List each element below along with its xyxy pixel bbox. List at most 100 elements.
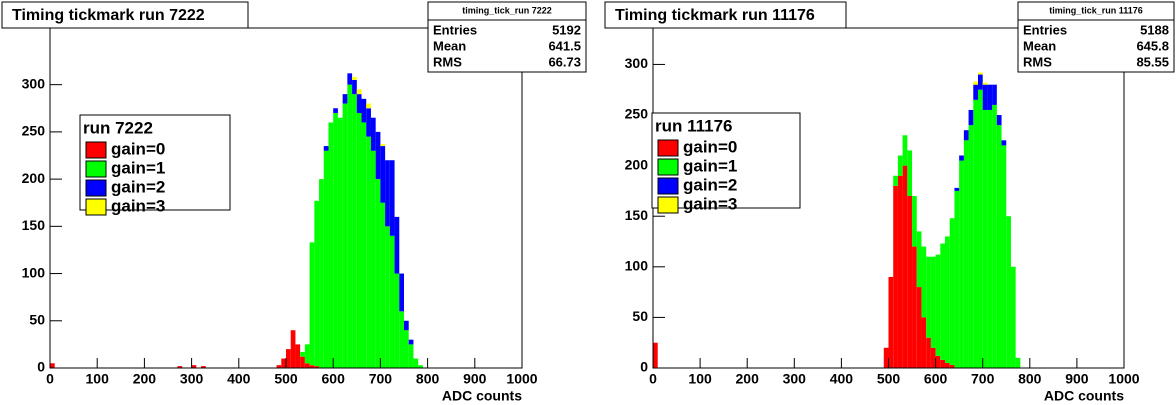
y-tick-label: 100 (625, 258, 649, 274)
histogram-bar (954, 190, 960, 368)
histogram-bar (893, 175, 898, 186)
histogram-bar (342, 94, 348, 104)
legend-swatch (85, 179, 107, 197)
x-tick-label: 300 (783, 371, 807, 387)
x-tick-label: 900 (1065, 371, 1089, 387)
histogram-bar (907, 195, 913, 368)
y-tick-label: 150 (625, 207, 649, 223)
histogram-bar (314, 366, 320, 368)
histogram-bar (356, 94, 362, 113)
stats-label: RMS (1023, 54, 1052, 69)
histogram-bar (1010, 266, 1016, 368)
histogram-bar (902, 165, 908, 368)
histogram-bar (1001, 145, 1007, 368)
x-tick-label: 600 (322, 371, 346, 387)
legend-title: run 7222 (83, 118, 153, 137)
histogram-bar (361, 122, 367, 368)
y-tick-label: 0 (640, 359, 648, 375)
histogram-bar (992, 84, 997, 105)
histogram-bar (50, 363, 55, 368)
histogram-bar (1006, 216, 1011, 368)
histogram-bar (921, 317, 927, 368)
histogram-bar (982, 109, 988, 368)
y-tick-label: 50 (632, 308, 648, 324)
histogram-bar (949, 218, 955, 365)
histogram-bar (930, 256, 936, 348)
x-tick-label: 0 (46, 371, 54, 387)
histogram-bar (959, 155, 964, 161)
histogram-bar (347, 84, 353, 369)
histogram-bar (309, 242, 315, 366)
histogram-bar (996, 125, 1002, 369)
legend-label: gain=1 (111, 158, 165, 177)
x-tick-label: 0 (649, 371, 657, 387)
stats-box (1017, 1, 1175, 73)
histogram-bar (370, 117, 376, 151)
legend-label: gain=2 (683, 175, 737, 194)
histogram-bar (286, 349, 291, 368)
histogram-bar (916, 231, 922, 288)
stats-title: timing_tick_run 11176 (1049, 5, 1143, 15)
histogram-bar (968, 125, 974, 369)
x-tick-label: 1000 (506, 371, 537, 387)
title-box (1, 1, 249, 29)
legend-label: gain=0 (683, 137, 737, 156)
histogram-bar (973, 99, 978, 368)
histogram-bar (352, 79, 357, 95)
y-tick-label: 200 (625, 156, 649, 172)
histogram-bar (300, 356, 305, 368)
legend-label: gain=0 (111, 139, 165, 158)
histogram-bar (385, 226, 390, 368)
histogram-bar (366, 108, 371, 137)
histogram-bar (893, 185, 898, 368)
histogram-bar (1015, 357, 1021, 368)
histogram-bar (328, 122, 334, 368)
histogram-bar (399, 311, 404, 368)
x-tick-label: 100 (86, 371, 110, 387)
histogram-bar (977, 74, 983, 90)
histogram-bar (191, 365, 197, 368)
y-tick-label: 250 (22, 123, 46, 139)
x-tick-label: 300 (180, 371, 204, 387)
legend-swatch (85, 198, 107, 216)
histogram-bar (342, 103, 348, 369)
y-tick-label: 100 (22, 264, 46, 280)
legend-swatch (85, 160, 107, 178)
histogram-bar (921, 246, 927, 318)
histogram-bar (897, 175, 903, 368)
title-box (604, 1, 847, 29)
y-tick-label: 300 (625, 55, 649, 71)
histogram-bar (177, 366, 183, 368)
histogram-bar (973, 81, 978, 85)
x-tick-label: 1000 (1108, 371, 1139, 387)
histogram-bar (930, 347, 936, 368)
histogram-bar (399, 273, 404, 312)
histogram-bar (987, 109, 993, 368)
histogram-bar (370, 150, 376, 368)
histogram-bar (408, 339, 414, 345)
histogram-bar (290, 330, 296, 368)
histogram-bar (897, 155, 903, 176)
x-axis-label: ADC counts (1044, 388, 1124, 404)
panel: 0 100 200 300 400 500 600 700 800 900 1000 0 50 100 15… (1, 1, 587, 404)
y-tick-label: 300 (22, 75, 46, 91)
x-tick-label: 200 (133, 371, 157, 387)
histogram-bar (907, 150, 913, 196)
histogram-bar (404, 330, 409, 368)
histogram-bar (375, 179, 381, 368)
histogram-bar (940, 359, 946, 368)
x-tick-label: 100 (688, 371, 712, 387)
chart-title: Timing tickmark run 7222 (12, 7, 205, 24)
histogram-bar (954, 187, 960, 191)
histogram-bar (337, 117, 343, 368)
histogram-bar (352, 94, 357, 368)
histogram-bar (276, 365, 282, 368)
histogram-bar (968, 109, 974, 126)
legend-label: gain=3 (111, 196, 165, 215)
histogram-bar (987, 84, 993, 110)
chart-title: Timing tickmark run 11176 (615, 7, 815, 24)
histogram-bar (309, 365, 315, 368)
histogram-bar (366, 136, 371, 368)
histogram-bar (394, 216, 400, 274)
x-tick-label: 500 (877, 371, 901, 387)
